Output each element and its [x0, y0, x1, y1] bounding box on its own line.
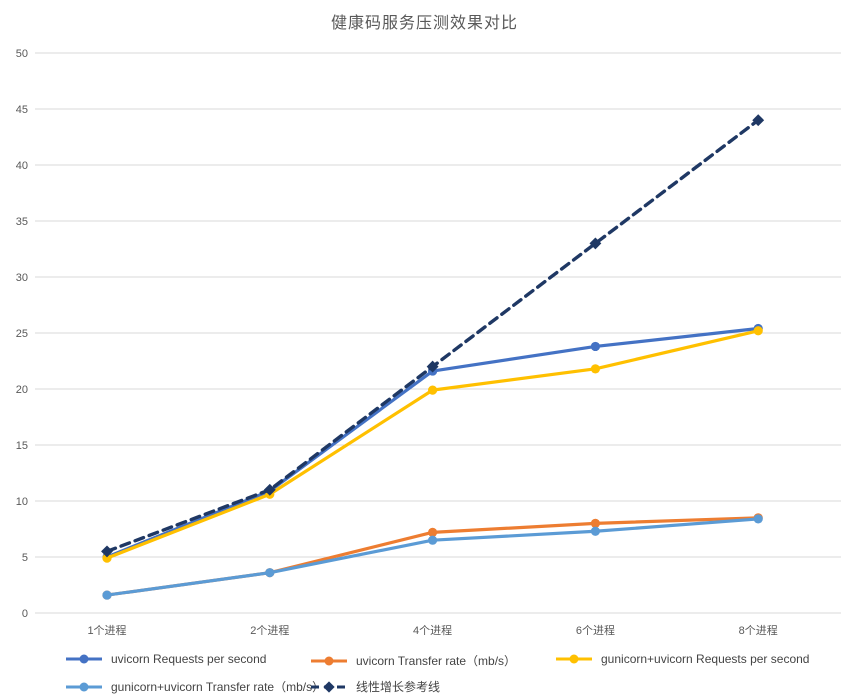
y-axis-tick-label: 35 — [16, 216, 28, 228]
data-point — [590, 341, 601, 352]
legend-item-3: gunicorn+uvicorn Transfer rate（mb/s） — [65, 678, 324, 695]
y-axis-tick-label: 40 — [16, 160, 28, 172]
y-axis-tick-label: 10 — [16, 496, 28, 508]
legend-label: gunicorn+uvicorn Requests per second — [601, 652, 810, 666]
data-point — [102, 590, 112, 600]
data-point — [428, 535, 438, 545]
x-axis-tick-label: 2个进程 — [250, 624, 289, 637]
legend-line-marker-icon — [556, 654, 592, 664]
y-axis-tick-label: 15 — [16, 440, 28, 452]
x-axis-tick-label: 6个进程 — [576, 624, 615, 637]
data-point — [590, 518, 601, 529]
y-axis-tick-label: 45 — [16, 104, 28, 116]
x-axis-tick-label: 1个进程 — [87, 624, 126, 637]
data-point — [263, 483, 276, 496]
chart-title: 健康码服务压测效果对比 — [330, 15, 518, 32]
legend-item-1: uvicorn Transfer rate（mb/s） — [310, 652, 516, 669]
series-line-4 — [105, 118, 760, 554]
legend-dashed-line-icon — [311, 680, 347, 693]
legend-item-4: 线性增长参考线 — [310, 678, 440, 695]
y-axis-tick-label: 30 — [16, 272, 28, 284]
legend-label: uvicorn Requests per second — [111, 652, 267, 666]
x-axis-tick-label: 4个进程 — [413, 624, 452, 637]
legend-line-marker-icon — [66, 682, 102, 691]
legend-item-2: gunicorn+uvicorn Requests per second — [555, 652, 809, 666]
legend-label: gunicorn+uvicorn Transfer rate（mb/s） — [111, 680, 325, 694]
y-axis-tick-label: 50 — [16, 48, 28, 60]
legend-item-0: uvicorn Requests per second — [65, 652, 266, 666]
data-point — [753, 514, 763, 524]
legend-line-marker-icon — [66, 654, 102, 664]
legend-label: uvicorn Transfer rate（mb/s） — [356, 654, 517, 668]
y-axis-tick-label: 25 — [16, 328, 28, 340]
y-axis-tick-label: 5 — [22, 552, 28, 564]
y-axis-tick-label: 0 — [22, 608, 28, 620]
legend-label: 线性增长参考线 — [356, 680, 441, 694]
x-axis-tick-label: 8个进程 — [739, 624, 778, 637]
line-chart-plot: 0 5 10 15 20 25 30 35 40 45 50 1个进程 2个进程 4个进程 6个进程 8个进程 — [16, 48, 841, 637]
data-point — [265, 568, 275, 578]
data-point — [590, 526, 601, 536]
y-axis-tick-label: 20 — [16, 384, 28, 396]
data-point — [102, 553, 112, 563]
data-point — [101, 545, 113, 558]
data-point — [753, 326, 763, 336]
data-point — [428, 527, 438, 537]
data-point — [428, 385, 438, 395]
data-point — [426, 360, 439, 373]
data-point — [589, 237, 602, 250]
data-point — [590, 364, 601, 374]
legend-line-marker-icon — [311, 656, 347, 665]
